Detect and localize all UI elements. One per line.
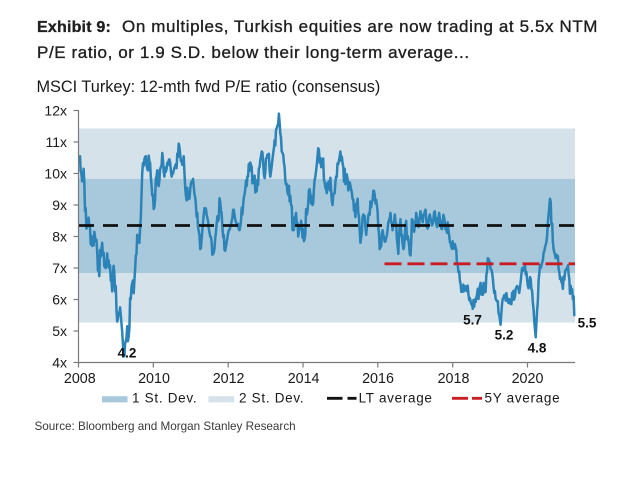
svg-text:11x: 11x: [45, 134, 67, 150]
svg-text:7x: 7x: [52, 260, 67, 276]
svg-text:6x: 6x: [52, 292, 67, 308]
svg-text:2014: 2014: [288, 371, 320, 387]
svg-text:2010: 2010: [138, 371, 170, 387]
svg-text:1 St. Dev.: 1 St. Dev.: [132, 391, 197, 406]
svg-text:2016: 2016: [362, 371, 394, 387]
svg-text:5x: 5x: [52, 323, 67, 339]
svg-text:4x: 4x: [52, 355, 67, 371]
svg-text:12x: 12x: [44, 103, 67, 119]
svg-text:2018: 2018: [438, 371, 470, 387]
svg-text:2 St. Dev.: 2 St. Dev.: [239, 391, 304, 406]
svg-text:2008: 2008: [64, 371, 96, 387]
svg-text:5Y average: 5Y average: [485, 391, 561, 406]
svg-text:4.2: 4.2: [118, 346, 137, 361]
svg-text:4.8: 4.8: [528, 341, 547, 356]
svg-text:10x: 10x: [44, 166, 67, 182]
svg-text:LT average: LT average: [359, 391, 433, 406]
svg-text:5.7: 5.7: [463, 313, 482, 328]
svg-text:5.2: 5.2: [495, 328, 514, 343]
svg-text:5.5: 5.5: [578, 315, 597, 330]
svg-text:9x: 9x: [52, 197, 67, 213]
svg-text:8x: 8x: [52, 229, 67, 245]
svg-text:2020: 2020: [512, 371, 544, 387]
svg-text:2012: 2012: [213, 371, 245, 387]
